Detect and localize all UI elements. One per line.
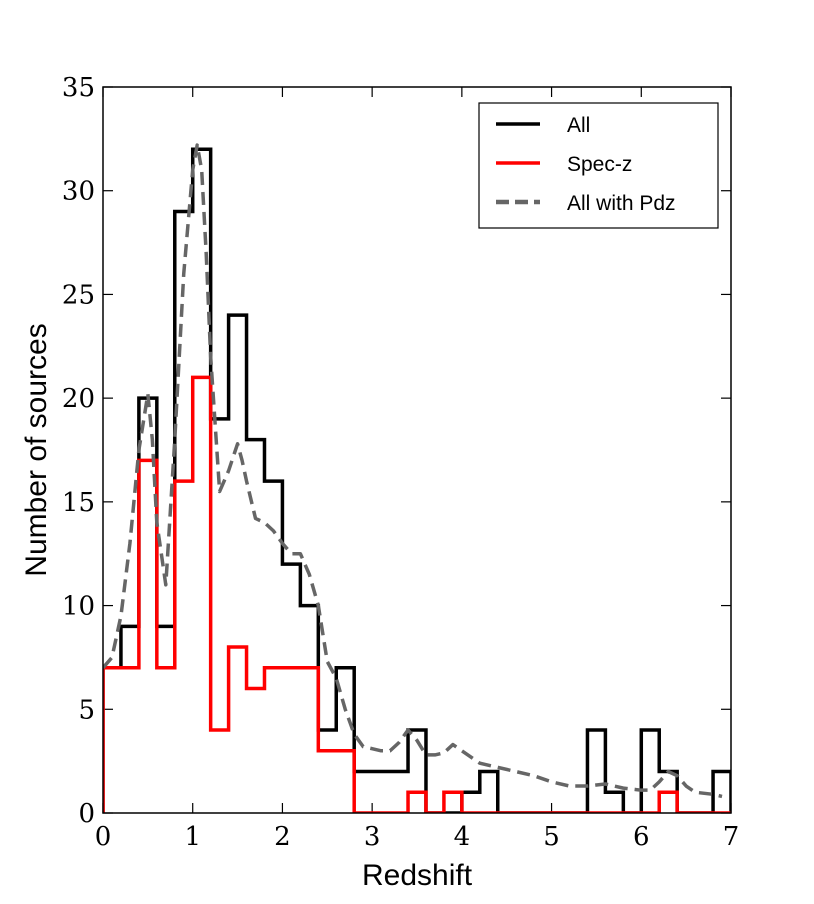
y-tick-label: 35 (62, 73, 95, 103)
x-tick-label: 5 (543, 822, 560, 852)
series-all-with-pdz-curve (103, 143, 723, 799)
x-tick-label: 1 (184, 822, 201, 852)
legend-label-spec-z: Spec-z (567, 153, 632, 176)
y-tick-label: 0 (78, 799, 95, 829)
y-tick-label: 10 (62, 592, 95, 622)
legend: All Spec-z All with Pdz (478, 102, 719, 229)
series-spec-z-histogram (103, 375, 731, 813)
series-all-histogram (103, 147, 731, 813)
plot-frame (102, 86, 732, 814)
y-axis-label: Number of sources (20, 323, 53, 576)
x-axis-label: Redshift (362, 859, 473, 892)
y-tick-label: 25 (62, 280, 95, 310)
x-tick-label: 2 (274, 822, 291, 852)
y-tick-label: 20 (62, 384, 95, 414)
x-tick-label: 6 (633, 822, 650, 852)
y-tick-label: 5 (78, 695, 95, 725)
x-tick-label: 4 (454, 822, 471, 852)
x-tick-label: 3 (364, 822, 381, 852)
tick-labels: 0 1 2 3 4 5 6 7 0 5 10 15 20 25 30 35 (62, 73, 739, 852)
x-tick-label: 0 (95, 822, 112, 852)
legend-label-all-with-pdz: All with Pdz (567, 192, 676, 215)
x-tick-label: 7 (723, 822, 740, 852)
series-layer (103, 143, 731, 813)
y-tick-label: 30 (62, 177, 95, 207)
y-tick-label: 15 (62, 488, 95, 518)
legend-label-all: All (567, 114, 590, 137)
